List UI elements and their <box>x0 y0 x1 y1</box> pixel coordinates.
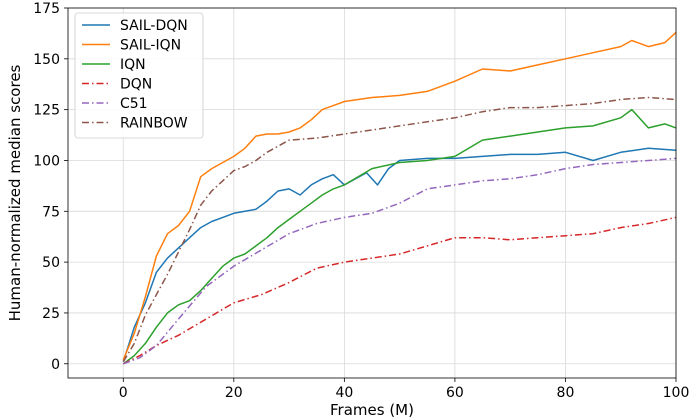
y-tick-label: 25 <box>42 306 60 322</box>
legend-label: RAINBOW <box>120 116 188 132</box>
y-tick-label: 75 <box>42 204 60 220</box>
legend-label: SAIL-DQN <box>120 18 188 34</box>
series-line-iqn <box>122 108 677 365</box>
x-tick-label: 40 <box>335 385 353 401</box>
legend-label: C51 <box>120 96 148 112</box>
x-tick-label: 100 <box>663 385 690 401</box>
y-tick-label: 175 <box>33 1 60 17</box>
axes-layer: 0 20 40 60 80 100 0 25 50 75 100 125 150 175 <box>33 1 689 401</box>
series-layer <box>122 31 677 365</box>
x-axis-label: Frames (M) <box>330 401 414 418</box>
series-line-sail-iqn <box>122 31 677 360</box>
y-tick-label: 0 <box>51 357 60 373</box>
series-line-rainbow <box>122 96 677 363</box>
series-line-dqn <box>122 216 677 365</box>
x-tick-label: 0 <box>119 385 128 401</box>
legend: SAIL-DQN SAIL-IQN IQN DQN C51 RAINBOW <box>74 12 204 139</box>
y-tick-label: 125 <box>33 103 60 119</box>
series-line-sail-dqn <box>122 147 677 362</box>
plot-frame <box>67 7 677 379</box>
legend-label: IQN <box>120 57 146 73</box>
y-tick-label: 50 <box>42 255 60 271</box>
x-tick-label: 60 <box>446 385 464 401</box>
y-tick-label: 150 <box>33 52 60 68</box>
legend-label: SAIL-IQN <box>120 38 181 54</box>
legend-label: DQN <box>120 77 152 93</box>
x-tick-label: 20 <box>225 385 243 401</box>
x-tick-label: 80 <box>557 385 575 401</box>
y-tick-label: 100 <box>33 153 60 169</box>
series-line-c51 <box>123 157 677 365</box>
y-axis-label: Human-normalized median scores <box>6 64 24 321</box>
